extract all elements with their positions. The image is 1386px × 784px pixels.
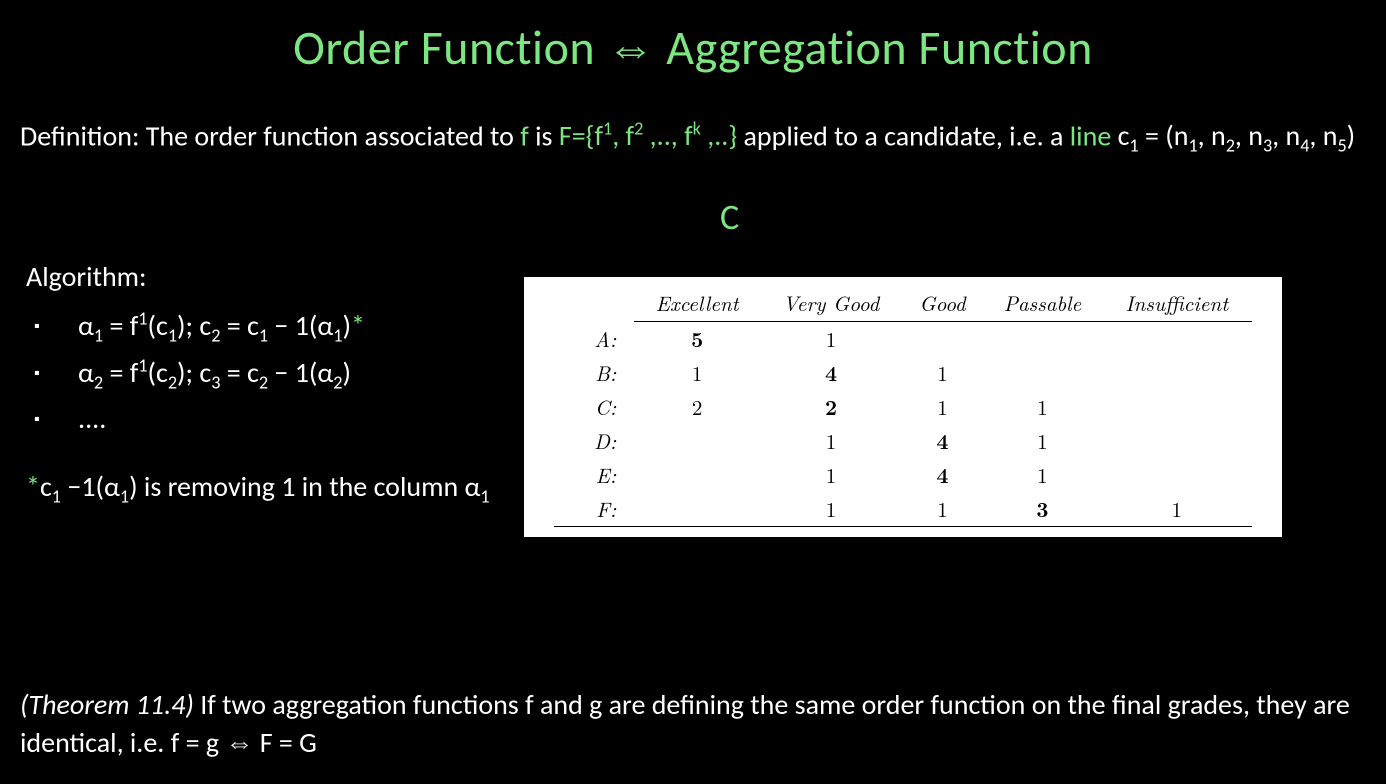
table-cell: 4 <box>902 424 983 458</box>
table-cell: 1 <box>634 356 760 390</box>
theorem-body: If two aggregation functions f and g are… <box>20 687 1350 760</box>
def-line-word: line <box>1070 118 1112 153</box>
table-row-label: A: <box>554 322 634 357</box>
table-column-header: Good <box>902 285 983 322</box>
merit-profile-table-box: ExcellentVery GoodGoodPassableInsufficie… <box>524 277 1282 537</box>
title-right: Aggregation Function <box>655 18 1093 77</box>
table-cell <box>983 356 1102 390</box>
bullet-icon: ▪ <box>26 351 78 387</box>
def-Fset: F={f1, f2 ,.., fk ,..} <box>559 118 737 153</box>
table-cell: 1 <box>902 356 983 390</box>
theorem-text: (Theorem 11.4) If two aggregation functi… <box>20 686 1366 762</box>
table-cell: 1 <box>983 424 1102 458</box>
table-cell: 4 <box>902 458 983 492</box>
algorithm-heading: Algorithm: <box>26 255 365 300</box>
table-cell: 1 <box>760 424 902 458</box>
table-cell: 1 <box>983 390 1102 424</box>
candidate-c-label: C <box>720 195 739 239</box>
table-cell: 2 <box>634 390 760 424</box>
bullet-icon: ▪ <box>26 397 78 433</box>
algorithm-item-text: α1 = f1(c1); c2 = c1 − 1(α1)* <box>78 304 365 351</box>
table-cell: 1 <box>1102 492 1252 527</box>
table-cell <box>1102 424 1252 458</box>
table-row-label: B: <box>554 356 634 390</box>
table-cell <box>1102 356 1252 390</box>
table-column-header: Insufficient <box>1102 285 1252 322</box>
table-cell <box>1102 390 1252 424</box>
algorithm-item: ▪α2 = f1(c2); c3 = c2 − 1(α2) <box>26 351 365 398</box>
title-left: Order Function <box>293 18 606 77</box>
def-mid: is <box>529 118 559 153</box>
table-cell: 1 <box>902 390 983 424</box>
algorithm-item: ▪.... <box>26 397 365 442</box>
table-cell: 2 <box>760 390 902 424</box>
bullet-icon: ▪ <box>26 304 78 340</box>
table-column-header <box>554 285 634 322</box>
footnote-body: c1 −1(α1) is removing 1 in the column α1 <box>40 469 490 504</box>
table-cell: 1 <box>760 322 902 357</box>
def-f: f <box>520 118 529 153</box>
table-cell <box>1102 458 1252 492</box>
algorithm-item-text: .... <box>78 397 106 442</box>
def-pre: Definition: The order function associate… <box>20 118 520 153</box>
title-symbol: ⇔ <box>606 18 655 77</box>
table-cell: 5 <box>634 322 760 357</box>
table-cell: 4 <box>760 356 902 390</box>
table-column-header: Very Good <box>760 285 902 322</box>
merit-profile-table: ExcellentVery GoodGoodPassableInsufficie… <box>554 285 1251 527</box>
table-cell <box>983 322 1102 357</box>
algorithm-block: Algorithm: ▪α1 = f1(c1); c2 = c1 − 1(α1)… <box>26 255 365 442</box>
table-cell <box>1102 322 1252 357</box>
table-cell <box>634 492 760 527</box>
table-row: A:51 <box>554 322 1251 357</box>
table-row: C:2211 <box>554 390 1251 424</box>
def-tuple: c1 = (n1, n2, n3, n4, n5) <box>1111 118 1355 153</box>
table-row-label: E: <box>554 458 634 492</box>
table-column-header: Passable <box>983 285 1102 322</box>
def-post1: applied to a candidate, i.e. a <box>737 118 1070 153</box>
table-cell <box>902 322 983 357</box>
slide-title: Order Function ⇔ Aggregation Function <box>0 0 1386 77</box>
algorithm-item-text: α2 = f1(c2); c3 = c2 − 1(α2) <box>78 351 351 398</box>
table-cell: 1 <box>760 492 902 527</box>
table-row-label: D: <box>554 424 634 458</box>
table-row-label: F: <box>554 492 634 527</box>
table-row: D: 141 <box>554 424 1251 458</box>
table-cell: 1 <box>902 492 983 527</box>
definition-text: Definition: The order function associate… <box>0 77 1386 158</box>
footnote: *c1 −1(α1) is removing 1 in the column α… <box>26 468 490 509</box>
table-cell <box>634 424 760 458</box>
table-row: B:141 <box>554 356 1251 390</box>
table-caption: Table 2c. Merit profile (counts), LAMSAD… <box>524 539 1282 569</box>
theorem-label: (Theorem 11.4) <box>20 687 194 722</box>
footnote-star: * <box>26 469 40 504</box>
table-row-label: C: <box>554 390 634 424</box>
table-column-header: Excellent <box>634 285 760 322</box>
table-row: F:1131 <box>554 492 1251 527</box>
table-cell: 3 <box>983 492 1102 527</box>
algorithm-item: ▪α1 = f1(c1); c2 = c1 − 1(α1)* <box>26 304 365 351</box>
table-cell: 1 <box>760 458 902 492</box>
table-cell: 1 <box>983 458 1102 492</box>
table-cell <box>634 458 760 492</box>
table-header-row: ExcellentVery GoodGoodPassableInsufficie… <box>554 285 1251 322</box>
table-row: E: 141 <box>554 458 1251 492</box>
